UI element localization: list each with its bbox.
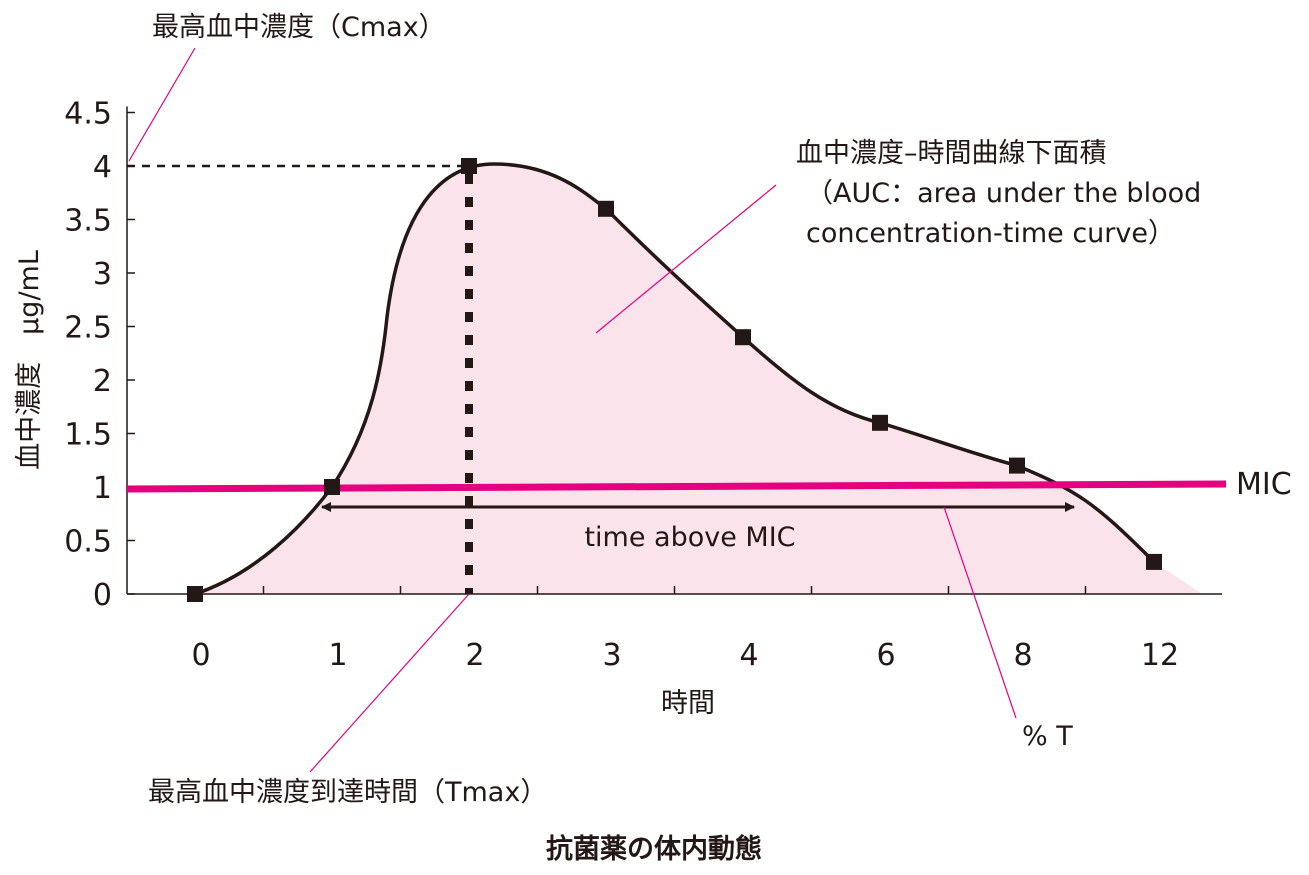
data-point-marker xyxy=(1009,457,1025,474)
y-tick-label: 1.5 xyxy=(64,418,112,453)
x-tick-label: 8 xyxy=(1013,638,1032,673)
auc-annotation-line1: 血中濃度–時間曲線下面積 xyxy=(796,138,1107,169)
y-tick-marks xyxy=(127,111,135,595)
x-tick-label: 2 xyxy=(465,638,484,673)
y-tick-label: 3 xyxy=(93,257,112,292)
auc-leader-line xyxy=(595,184,777,334)
y-tick-labels: 0 0.5 1 1.5 2 2.5 3 3.5 4 4.5 xyxy=(64,97,112,614)
cmax-leader-line xyxy=(128,47,196,162)
y-tick-label: 2.5 xyxy=(64,311,112,346)
x-tick-label: 12 xyxy=(1141,638,1179,673)
x-tick-label: 1 xyxy=(328,638,347,673)
tmax-annotation: 最高血中濃度到達時間（Tmax） xyxy=(148,777,547,808)
data-point-marker xyxy=(461,158,477,174)
x-tick-labels: 0 1 2 3 4 6 8 12 xyxy=(191,638,1179,673)
y-tick-label: 0 xyxy=(93,578,112,613)
cmax-annotation: 最高血中濃度（Cmax） xyxy=(152,12,446,43)
y-tick-label: 2 xyxy=(93,364,112,399)
mic-line xyxy=(126,480,1227,493)
y-tick-label: 3.5 xyxy=(64,204,112,239)
x-tick-marks xyxy=(262,586,1087,594)
auc-annotation-line2: （AUC：area under the blood xyxy=(806,178,1201,209)
data-points xyxy=(187,158,1162,602)
time-above-mic-label: time above MIC xyxy=(584,522,795,553)
x-tick-label: 3 xyxy=(602,638,621,673)
x-tick-label: 4 xyxy=(739,638,758,673)
percent-t-annotation: % T xyxy=(1022,721,1073,752)
x-tick-label: 0 xyxy=(191,638,210,673)
data-point-marker xyxy=(1146,553,1162,570)
y-tick-label: 4.5 xyxy=(64,97,112,132)
y-axis-label: 血中濃度 μg/mL xyxy=(14,250,45,470)
data-point-marker xyxy=(598,200,614,217)
tmax-leader-line xyxy=(309,593,470,773)
x-tick-label: 6 xyxy=(876,638,895,673)
y-tick-label: 0.5 xyxy=(64,525,112,560)
auc-annotation-line3: concentration-time curve） xyxy=(806,218,1175,249)
y-tick-label: 1 xyxy=(93,471,112,506)
x-axis-label: 時間 xyxy=(661,688,715,719)
chart-title: 抗菌薬の体内動態 xyxy=(546,833,762,865)
y-tick-label: 4 xyxy=(93,150,112,185)
data-point-marker xyxy=(872,414,888,431)
percent-t-leader-line xyxy=(943,506,1017,719)
data-point-marker xyxy=(324,479,340,495)
mic-label: MIC xyxy=(1236,467,1292,502)
data-point-marker xyxy=(735,329,751,346)
data-point-marker xyxy=(187,586,203,602)
